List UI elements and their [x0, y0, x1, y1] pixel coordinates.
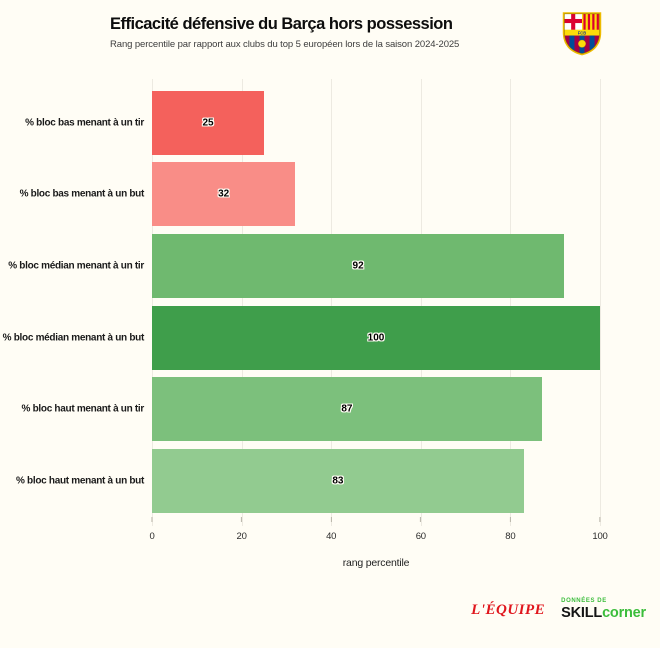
bar [152, 162, 296, 227]
x-tick-mark [420, 517, 422, 522]
gridline [331, 79, 333, 526]
x-tick-label: 0 [149, 531, 155, 542]
x-tick-mark [330, 517, 332, 522]
gridline [420, 79, 422, 526]
skillcorner-prefix: DONNÉES DE [561, 598, 607, 604]
category-label: % bloc haut menant à un but [15, 475, 144, 487]
skillcorner-name-corner: corner [602, 605, 646, 621]
x-axis: 0 20 40 60 80 100 [149, 517, 608, 547]
x-tick: 100 [592, 517, 608, 542]
bar-row: % bloc médian menant à un but 100 [3, 302, 600, 374]
gridline [600, 79, 601, 526]
bar-row: % bloc haut menant à un tir 87 [22, 374, 600, 446]
x-tick: 20 [237, 517, 247, 542]
bar [152, 90, 264, 155]
x-tick-label: 80 [505, 531, 516, 542]
gridline [241, 79, 243, 526]
svg-text:FCB: FCB [578, 30, 586, 35]
bar-row: % bloc bas menant à un but 32 [20, 159, 600, 231]
x-tick: 80 [505, 517, 516, 542]
bar [152, 234, 565, 299]
x-tick-label: 20 [236, 531, 247, 542]
category-label: % bloc médian menant à un tir [8, 260, 144, 272]
bar-row: % bloc haut menant à un but 83 [16, 445, 600, 517]
bar-row: % bloc médian menant à un tir 92 [8, 230, 600, 302]
x-tick-label: 40 [326, 531, 337, 542]
x-tick-mark [599, 517, 601, 522]
plot-area: % bloc bas menant à un tir 25% bloc bas m… [3, 87, 600, 517]
category-label: % bloc bas menant à un tir [25, 117, 144, 129]
x-tick: 40 [326, 517, 336, 542]
category-label: % bloc médian menant à un but [2, 332, 145, 344]
bar-row: % bloc bas menant à un tir 25 [25, 87, 600, 159]
footer-logos: L'ÉQUIPE DONNÉES DE SKILLcorner [471, 598, 646, 621]
gridline [510, 79, 512, 526]
skillcorner-logo: DONNÉES DE SKILLcorner [561, 598, 646, 621]
x-tick: 0 [149, 517, 155, 542]
bar [152, 377, 542, 442]
lequipe-logo: L'ÉQUIPE [471, 601, 546, 618]
value-label: 92 [352, 260, 364, 272]
gridline [152, 79, 153, 526]
bar [152, 305, 600, 370]
gridlines [152, 79, 601, 526]
x-tick-mark [151, 517, 153, 522]
x-tick-mark [241, 517, 243, 522]
x-tick: 60 [416, 517, 426, 542]
value-label: 83 [332, 475, 344, 487]
fc-barcelona-crest-icon: FCB [562, 12, 602, 56]
page-title: Efficacité défensive du Barça hors posse… [110, 15, 453, 33]
x-tick-label: 100 [592, 531, 608, 542]
page-subtitle: Rang percentile par rapport aux clubs du… [110, 39, 460, 50]
skillcorner-name: SKILLcorner [561, 606, 646, 621]
category-label: % bloc haut menant à un tir [21, 403, 145, 415]
x-axis-label: rang percentile [342, 557, 410, 569]
x-tick-label: 60 [415, 531, 426, 542]
bar [152, 449, 524, 514]
value-label: 87 [341, 403, 353, 415]
category-label: % bloc bas menant à un but [19, 188, 145, 200]
x-tick-mark [509, 517, 511, 522]
crest-body: FCB [564, 13, 600, 54]
value-label: 100 [367, 332, 385, 344]
value-label: 32 [218, 188, 230, 200]
value-label: 25 [202, 117, 214, 129]
skillcorner-name-skill: SKILL [561, 605, 603, 621]
